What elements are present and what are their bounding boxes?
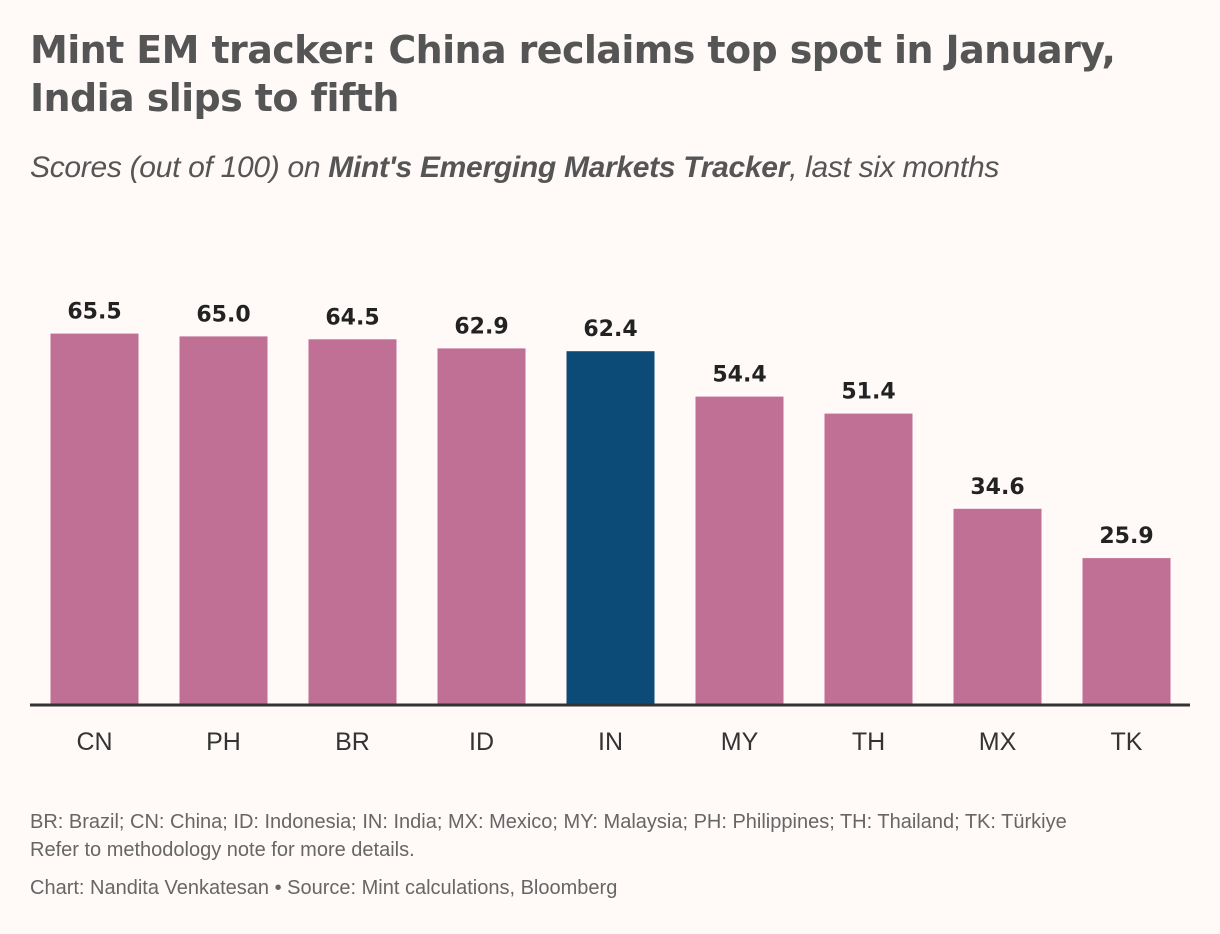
chart-subtitle: Scores (out of 100) on Mint's Emerging M… <box>30 148 1190 188</box>
value-label-cn: 65.5 <box>67 300 121 325</box>
tick-label-my: MY <box>721 728 759 756</box>
bars-group: 65.5 65.0 64.5 62.9 62.4 54.4 51.4 34.6 25.9 <box>50 300 1171 705</box>
bar-ph <box>179 336 268 705</box>
bar-mx <box>953 508 1042 705</box>
tick-label-th: TH <box>852 728 885 756</box>
bar-in <box>566 351 655 705</box>
value-label-in: 62.4 <box>583 317 637 342</box>
value-label-my: 54.4 <box>712 363 766 388</box>
bar-th <box>824 413 913 705</box>
tick-label-mx: MX <box>979 728 1017 756</box>
chart-title: Mint EM tracker: China reclaims top spot… <box>30 28 1116 120</box>
tick-label-ph: PH <box>206 728 241 756</box>
value-label-id: 62.9 <box>454 314 508 339</box>
tick-label-cn: CN <box>76 728 112 756</box>
tick-label-in: IN <box>598 728 623 756</box>
value-label-mx: 34.6 <box>970 475 1024 500</box>
value-label-br: 64.5 <box>325 305 379 330</box>
bar-my <box>695 396 784 705</box>
bar-id <box>437 348 526 705</box>
credit-note: Chart: Nandita Venkatesan • Source: Mint… <box>30 877 618 899</box>
subtitle-prefix: Scores (out of 100) on <box>30 151 329 184</box>
bar-br <box>308 339 397 705</box>
bar-cn <box>50 333 139 705</box>
value-label-ph: 65.0 <box>196 302 250 327</box>
tick-label-br: BR <box>335 728 370 756</box>
value-label-tk: 25.9 <box>1099 524 1153 549</box>
x-axis-ticks: CN PH BR ID IN MY TH MX TK <box>76 728 1142 756</box>
subtitle-suffix: , last six months <box>789 151 1000 184</box>
value-label-th: 51.4 <box>841 380 895 405</box>
bar-tk <box>1082 558 1171 705</box>
country-legend-note: BR: Brazil; CN: China; ID: Indonesia; IN… <box>30 811 1067 833</box>
tick-label-id: ID <box>469 728 494 756</box>
subtitle-emphasis: Mint's Emerging Markets Tracker <box>328 151 790 184</box>
methodology-note: Refer to methodology note for more detai… <box>30 839 415 861</box>
tick-label-tk: TK <box>1111 728 1143 756</box>
